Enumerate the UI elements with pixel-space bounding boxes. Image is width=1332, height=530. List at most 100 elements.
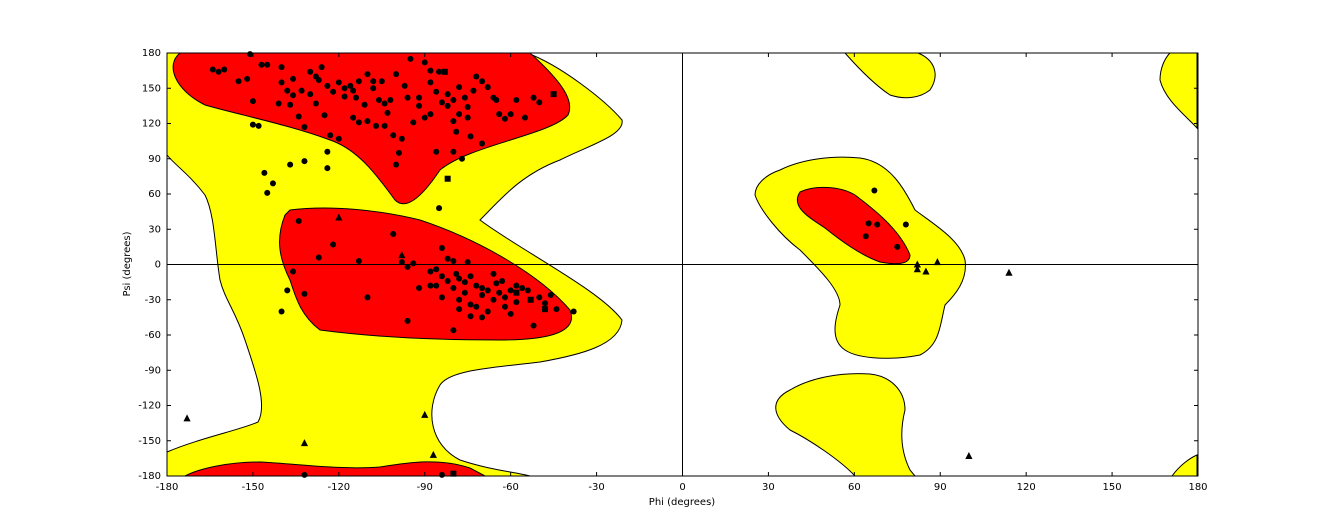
point [364, 294, 371, 301]
point [536, 99, 543, 106]
point [444, 255, 451, 262]
point [438, 294, 445, 301]
point [264, 189, 271, 196]
point [444, 91, 451, 98]
point [456, 111, 463, 118]
favored-region [797, 187, 911, 265]
point [438, 99, 445, 106]
point [519, 285, 526, 291]
point [493, 280, 500, 287]
point [258, 61, 265, 68]
point [450, 470, 457, 477]
y-tick-label: -180 [138, 471, 161, 482]
point [315, 254, 322, 261]
y-axis-label: Psi (degrees) [122, 231, 133, 296]
point [361, 101, 368, 108]
point [183, 414, 191, 422]
point [341, 85, 348, 92]
point [456, 84, 463, 91]
point [444, 175, 451, 182]
point [261, 169, 268, 176]
point [902, 221, 909, 228]
point [524, 287, 531, 294]
point [456, 306, 463, 313]
point [450, 118, 457, 125]
point [404, 317, 411, 324]
point [355, 119, 362, 126]
point [401, 82, 408, 89]
point [381, 122, 388, 129]
point [370, 85, 377, 92]
point [301, 124, 308, 131]
point [295, 218, 302, 225]
x-tick-label: 150 [1103, 482, 1122, 493]
allowed-region [843, 52, 936, 99]
point [470, 87, 477, 94]
point [473, 303, 480, 310]
point [436, 205, 443, 212]
point [390, 132, 397, 139]
point [330, 241, 337, 248]
x-axis-label: Phi (degrees) [649, 497, 715, 508]
y-tick-label: -150 [138, 436, 161, 447]
x-tick-label: 90 [934, 482, 947, 493]
point [433, 266, 440, 273]
point [301, 158, 308, 165]
point [427, 268, 434, 275]
point [479, 78, 486, 85]
x-tick-label: -180 [156, 482, 179, 493]
point [249, 121, 256, 128]
x-tick-label: 30 [762, 482, 775, 493]
point [513, 289, 520, 296]
point [378, 78, 385, 85]
point [496, 111, 503, 118]
point [438, 245, 445, 252]
point [393, 71, 400, 78]
point [467, 133, 474, 140]
point [341, 93, 348, 100]
point [550, 91, 557, 98]
point [355, 78, 362, 85]
point [324, 165, 331, 172]
allowed-region [1159, 52, 1198, 130]
x-tick-label: 60 [848, 482, 861, 493]
point [490, 296, 497, 303]
favored-region [184, 461, 486, 477]
point [298, 87, 305, 94]
point [467, 313, 474, 320]
point [370, 78, 377, 85]
point [513, 299, 520, 306]
point [269, 180, 276, 187]
y-tick-label: 30 [148, 224, 161, 235]
point [456, 275, 463, 282]
point [1005, 268, 1013, 276]
point [438, 273, 445, 280]
point [350, 87, 357, 94]
point [461, 94, 468, 101]
point [427, 111, 434, 118]
point [416, 94, 423, 101]
point [278, 79, 285, 86]
point [427, 282, 434, 289]
point [484, 308, 491, 315]
point [295, 113, 302, 120]
point [264, 61, 271, 68]
point [496, 289, 503, 296]
point [473, 73, 480, 80]
point [553, 306, 560, 313]
x-tick-label: -150 [242, 482, 265, 493]
point [894, 243, 901, 250]
point [453, 128, 460, 135]
point [410, 119, 417, 126]
point [570, 308, 577, 315]
point [235, 78, 242, 85]
point [521, 114, 528, 121]
point [501, 294, 508, 301]
point [507, 111, 514, 118]
point [450, 257, 457, 264]
point [450, 97, 457, 103]
point [536, 294, 543, 301]
x-tick-label: 0 [679, 482, 685, 493]
point [493, 97, 500, 103]
y-tick-label: -90 [145, 365, 161, 376]
